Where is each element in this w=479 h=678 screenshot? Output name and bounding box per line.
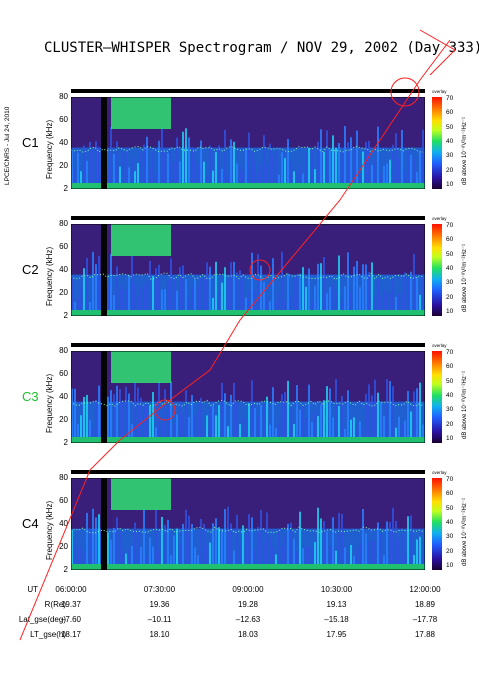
- colorbar-tick-label: 10: [446, 562, 454, 569]
- x-tick-label: 06:00:00: [55, 585, 87, 594]
- y-tick-label: 60: [59, 242, 68, 251]
- colorbar-tick-label: 70: [446, 476, 454, 483]
- spectrogram-c2: [71, 224, 425, 316]
- orbit-row-label: Lat_gse(deg): [18, 615, 66, 624]
- orbit-bar: [71, 216, 425, 220]
- orbit-row-value: 19.37: [60, 600, 82, 609]
- x-tick-label: 10:30:00: [320, 585, 353, 594]
- orbit-row-label: LT_gse(h): [30, 630, 66, 639]
- colorbar-tick-label: 50: [446, 250, 454, 258]
- y-tick-label: 40: [59, 138, 68, 147]
- orbit-row-value: –10.11: [147, 615, 172, 624]
- orbit-bar: [71, 89, 425, 93]
- y-tick-label: 60: [59, 496, 68, 505]
- orbit-row-value: 18.03: [237, 630, 259, 639]
- colorbar-tick-label: 50: [446, 377, 454, 385]
- colorbar-tick-label: 50: [446, 504, 454, 512]
- y-tick-label: 80: [59, 92, 68, 101]
- colorbar: [432, 478, 442, 570]
- colorbar-tick-label: 40: [446, 138, 454, 145]
- orbit-row-value: 19.28: [237, 600, 259, 609]
- y-tick-label: 40: [59, 392, 68, 401]
- colorbar-tick-label: 30: [446, 152, 454, 160]
- colorbar-tick-label: 60: [446, 236, 454, 244]
- orbit-bar: [71, 470, 425, 474]
- orbit-row-value: –12.63: [235, 615, 261, 624]
- spectrogram-c1: [71, 97, 425, 189]
- satellite-label-c3: C3: [22, 389, 39, 404]
- y-tick-label: 2: [63, 311, 68, 320]
- colorbar: [432, 351, 442, 443]
- y-tick-label: 20: [59, 288, 68, 297]
- y-tick-label: 20: [59, 415, 68, 424]
- colorbar-unit: overlay: [432, 216, 447, 221]
- y-tick-label: 20: [59, 542, 68, 551]
- colorbar-tick-label: 20: [446, 293, 454, 301]
- orbit-bar: [71, 343, 425, 347]
- colorbar-tick-label: 30: [446, 533, 454, 541]
- y-tick-label: 2: [63, 565, 68, 574]
- colorbar-unit: overlay: [432, 470, 447, 475]
- y-tick-label: 60: [59, 115, 68, 124]
- colorbar-tick-label: 30: [446, 406, 454, 414]
- colorbar-tick-label: 40: [446, 519, 454, 526]
- spectrogram-c3: [71, 351, 425, 443]
- orbit-row-label: R(Re): [44, 600, 66, 609]
- colorbar-tick-label: 20: [446, 420, 454, 428]
- colorbar-tick-label: 60: [446, 363, 454, 371]
- orbit-row-value: 18.17: [60, 630, 82, 639]
- satellite-label-c2: C2: [22, 262, 39, 277]
- colorbar-tick-label: 60: [446, 490, 454, 498]
- y-tick-label: 80: [59, 219, 68, 228]
- colorbar-tick-label: 20: [446, 166, 454, 174]
- x-tick-label: 12:00:00: [409, 585, 441, 594]
- y-tick-label: 80: [59, 473, 68, 482]
- colorbar-tick-label: 70: [446, 95, 454, 102]
- colorbar: [432, 97, 442, 189]
- y-tick-label: 80: [59, 346, 68, 355]
- colorbar-tick-label: 10: [446, 308, 454, 315]
- satellite-label-c1: C1: [22, 135, 39, 150]
- x-tick-label: 07:30:00: [143, 585, 176, 594]
- colorbar-tick-label: 30: [446, 279, 454, 287]
- orbit-row-value: –17.78: [412, 615, 438, 624]
- spectrogram-c4: [71, 478, 425, 570]
- colorbar-tick-label: 50: [446, 123, 454, 131]
- x-axis-label: UT: [27, 585, 38, 594]
- orbit-row-value: 17.95: [326, 630, 347, 639]
- colorbar-tick-label: 10: [446, 181, 454, 188]
- y-tick-label: 2: [63, 438, 68, 447]
- orbit-row-value: 19.36: [149, 600, 170, 609]
- x-tick-label: 09:00:00: [232, 585, 264, 594]
- y-tick-label: 20: [59, 161, 68, 170]
- colorbar-tick-label: 40: [446, 265, 454, 272]
- colorbar-tick-label: 70: [446, 349, 454, 356]
- y-tick-label: 40: [59, 265, 68, 274]
- y-tick-label: 2: [63, 184, 68, 193]
- colorbar-tick-label: 40: [446, 392, 454, 399]
- orbit-row-value: 17.88: [414, 630, 436, 639]
- y-tick-label: 60: [59, 369, 68, 378]
- colorbar: [432, 224, 442, 316]
- colorbar-tick-label: 60: [446, 109, 454, 117]
- chart-title: CLUSTER–WHISPER Spectrogram / NOV 29, 20…: [44, 40, 479, 56]
- colorbar-tick-label: 10: [446, 435, 454, 442]
- colorbar-unit: overlay: [432, 89, 447, 94]
- satellite-label-c4: C4: [22, 516, 39, 531]
- orbit-row-value: 18.89: [414, 600, 436, 609]
- colorbar-tick-label: 70: [446, 222, 454, 229]
- colorbar-tick-label: 20: [446, 547, 454, 555]
- orbit-row-value: –7.60: [60, 615, 82, 624]
- orbit-row-value: 19.13: [326, 600, 347, 609]
- colorbar-unit: overlay: [432, 343, 447, 348]
- orbit-row-value: 18.10: [149, 630, 170, 639]
- y-tick-label: 40: [59, 519, 68, 528]
- orbit-row-value: –15.18: [324, 615, 349, 624]
